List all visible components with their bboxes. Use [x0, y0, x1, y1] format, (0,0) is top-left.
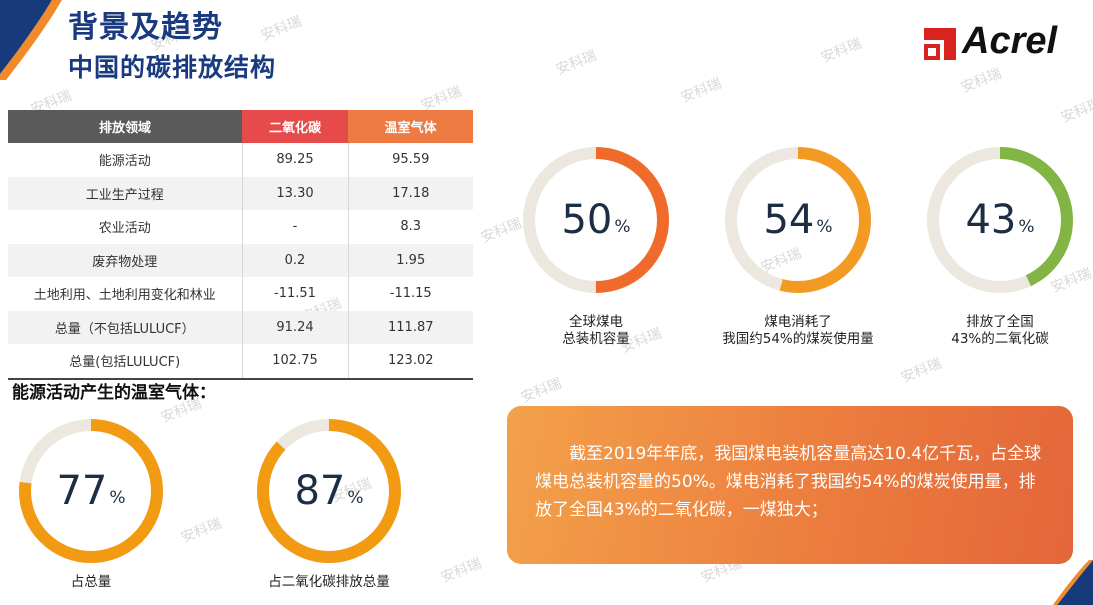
- ring-value: 54: [763, 197, 815, 243]
- ring-value: 87: [294, 468, 346, 514]
- ring-graphic: [19, 419, 163, 563]
- cell-co2: 102.75: [242, 344, 349, 380]
- cell-co2: 0.2: [242, 243, 349, 277]
- ring-caption-line: 我国约54%的煤炭使用量: [722, 331, 874, 347]
- ring-coal-consumption: 54%: [722, 144, 874, 296]
- column-header-sector: 排放领域: [8, 110, 242, 143]
- ring-caption-line: 煤电消耗了: [764, 314, 832, 330]
- acrel-logo: Acrel: [922, 20, 1082, 64]
- watermark-text: 安科瑞: [438, 555, 484, 587]
- ring-arc: [257, 419, 401, 563]
- page-title: 背景及趋势: [68, 10, 223, 45]
- cell-ghg: 95.59: [392, 152, 430, 168]
- logo-mark-icon: [924, 28, 956, 60]
- cell-ghg: 111.87: [348, 310, 473, 344]
- ring-caption-line: 全球煤电: [569, 314, 623, 330]
- cell-co2: 13.30: [242, 176, 349, 210]
- cell-sector: 能源活动: [8, 143, 243, 177]
- watermark-text: 安科瑞: [258, 13, 304, 45]
- ring-graphic: [725, 147, 871, 293]
- corner-decoration: [0, 0, 62, 80]
- page-subtitle: 中国的碳排放结构: [68, 53, 277, 82]
- cell-ghg: 8.3: [400, 219, 422, 235]
- ring-global-coal-capacity: 50%: [520, 144, 672, 296]
- ring-value: 77: [56, 468, 108, 514]
- table-row: 土地利用、土地利用变化和林业 -11.51 -11.15: [8, 277, 473, 311]
- energy-section-label: 能源活动产生的温室气体：: [12, 383, 216, 403]
- watermark-text: 安科瑞: [553, 47, 599, 79]
- ring-graphic: [523, 147, 669, 293]
- table-row: 总量(包括LULUCF) 102.75 123.02: [8, 344, 473, 380]
- ring-caption: 全球煤电 总装机容量: [496, 314, 696, 348]
- ring-caption: 煤电消耗了 我国约54%的煤炭使用量: [698, 314, 898, 348]
- ring-arc: [19, 419, 163, 563]
- ring-value: 43: [965, 197, 1017, 243]
- cell-co2: -11.51: [242, 277, 349, 311]
- watermark-text: 安科瑞: [898, 355, 944, 387]
- ring-co2-share: 87%: [254, 416, 404, 566]
- ring-unit: %: [816, 217, 833, 237]
- watermark-text: 安科瑞: [958, 65, 1004, 97]
- logo-text: Acrel: [962, 20, 1058, 62]
- ring-graphic: [927, 147, 1073, 293]
- table-row: 总量（不包括LULUCF） 91.24 111.87: [8, 310, 473, 344]
- cell-sector: 废弃物处理: [8, 243, 243, 277]
- emission-table: 排放领域 二氧化碳 温室气体 能源活动 89.25 95.59 工业生产过程 1…: [8, 110, 473, 380]
- cell-ghg: 123.02: [348, 344, 473, 380]
- callout-text: 截至2019年年底，我国煤电装机容量高达10.4亿千瓦，占全球煤电总装机容量的5…: [535, 444, 1042, 520]
- cell-sector: 总量（不包括LULUCF）: [8, 310, 243, 344]
- ring-caption-line: 排放了全国: [966, 314, 1034, 330]
- ring-unit: %: [1018, 217, 1035, 237]
- ring-caption-line: 总装机容量: [562, 331, 630, 347]
- ring-arc: [927, 147, 1073, 293]
- summary-callout: 截至2019年年底，我国煤电装机容量高达10.4亿千瓦，占全球煤电总装机容量的5…: [507, 406, 1073, 564]
- ring-co2-emission: 43%: [924, 144, 1076, 296]
- ring-caption: 排放了全国 43%的二氧化碳: [900, 314, 1093, 348]
- cell-sector: 土地利用、土地利用变化和林业: [8, 277, 243, 311]
- ring-unit: %: [347, 488, 364, 508]
- ring-graphic: [257, 419, 401, 563]
- ring-caption: 占总量: [70, 574, 112, 590]
- ring-total-share: 77%: [16, 416, 166, 566]
- ring-caption-line: 43%的二氧化碳: [951, 331, 1049, 347]
- cell-co2: 91.24: [242, 310, 349, 344]
- ring-unit: %: [614, 217, 631, 237]
- watermark-text: 安科瑞: [478, 215, 524, 247]
- table-header-row: 排放领域 二氧化碳 温室气体: [8, 110, 473, 143]
- table-row: 农业活动 - 8.3: [8, 210, 473, 244]
- table-row: 废弃物处理 0.2 1.95: [8, 243, 473, 277]
- ring-arc: [725, 147, 871, 293]
- table-row: 工业生产过程 13.30 17.18: [8, 176, 473, 210]
- watermark-text: 安科瑞: [818, 35, 864, 67]
- cell-ghg: 17.18: [348, 176, 473, 210]
- cell-sector: 工业生产过程: [8, 176, 243, 210]
- watermark-text: 安科瑞: [518, 375, 564, 407]
- watermark-text: 安科瑞: [678, 75, 724, 107]
- corner-decoration: [1053, 560, 1093, 605]
- column-header-ghg: 温室气体: [348, 110, 473, 143]
- cell-sector: 农业活动: [8, 210, 243, 244]
- cell-sector: 总量(包括LULUCF): [8, 344, 243, 380]
- ring-caption: 占二氧化碳排放总量: [268, 574, 390, 590]
- cell-ghg: 1.95: [348, 243, 473, 277]
- cell-co2: 89.25: [242, 143, 349, 177]
- watermark-text: 安科瑞: [178, 515, 224, 547]
- ring-value: 50: [561, 197, 613, 243]
- table-row: 能源活动 89.25 95.59: [8, 143, 473, 177]
- watermark-text: 安科瑞: [1058, 95, 1093, 127]
- column-header-co2: 二氧化碳: [242, 110, 348, 143]
- ring-arc: [523, 147, 669, 293]
- cell-co2: -: [242, 210, 349, 244]
- ring-unit: %: [109, 488, 126, 508]
- cell-ghg: -11.15: [389, 286, 432, 302]
